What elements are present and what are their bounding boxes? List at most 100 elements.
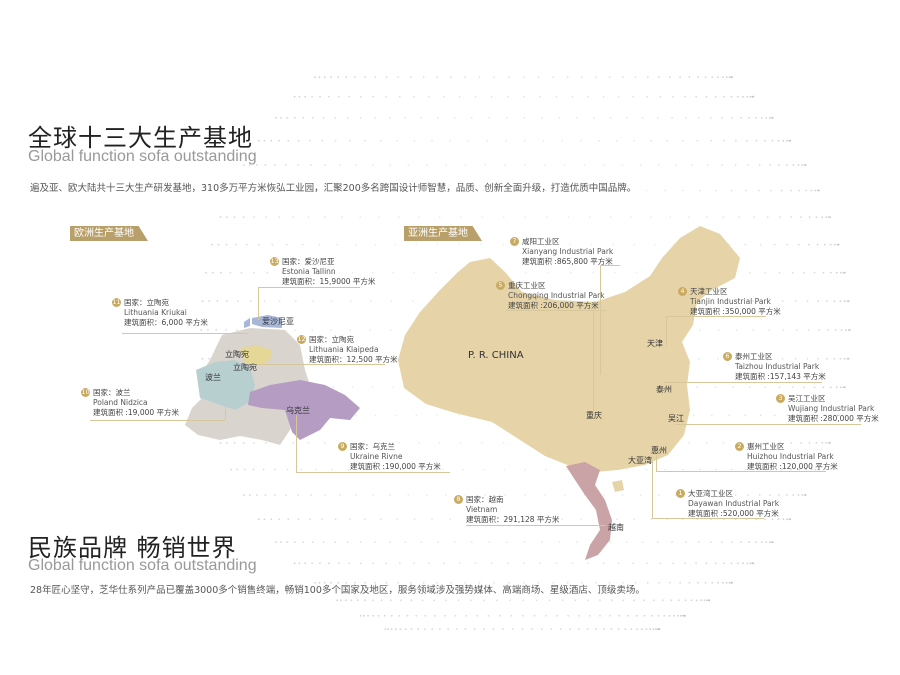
globe-dot [734,300,737,303]
globe-dot [789,518,792,521]
globe-dot [315,189,317,192]
globe-dot [571,95,574,98]
globe-dot [242,216,245,219]
globe-dot [682,189,684,192]
callout-title: 泰州工业区 [735,352,773,361]
globe-dot [810,189,813,192]
globe-dot [769,494,771,496]
globe-dot [398,95,401,98]
globe-dot [731,76,733,79]
globe-dot [684,614,686,617]
globe-dot [524,271,527,274]
globe-dot [510,614,513,617]
globe-dot [805,189,807,192]
globe-dot [805,468,807,471]
globe-dot [696,139,699,142]
globe-dot [537,581,540,584]
number-badge: 11 [112,298,121,307]
globe-dot [826,357,828,360]
globe-dot [505,117,508,119]
globe-dot [385,76,388,79]
globe-dot [523,562,525,565]
globe-dot [418,216,420,219]
globe-dot [610,628,613,630]
globe-dot [612,243,615,246]
callout-vietnam: 8 国家：越南 Vietnam 建筑面积：291,128 平方米 [454,495,559,525]
globe-dot [438,216,441,219]
globe-dot [374,76,377,79]
globe-dot [542,518,545,521]
globe-dot [555,562,558,565]
globe-dot [390,357,393,360]
globe-dot [681,139,684,142]
globe-dot [764,271,767,274]
globe-dot [348,95,351,98]
globe-dot [636,628,638,630]
globe-dot [808,243,810,246]
globe-dot [691,164,693,166]
globe-dot [436,581,438,584]
globe-dot [524,468,527,471]
globe-dot [804,494,807,496]
globe-dot [730,189,733,192]
globe-dot [781,357,784,360]
globe-dot [780,189,783,192]
globe-dot [588,614,591,617]
globe-dot [645,189,648,192]
globe-dot [311,329,314,331]
leader-line [258,287,360,288]
globe-dot [829,386,832,389]
globe-dot [426,494,428,496]
globe-dot [664,468,666,471]
globe-dot [387,628,389,630]
globe-dot [233,216,236,219]
globe-dot [389,164,392,166]
globe-dot [365,468,367,471]
globe-dot [262,189,265,192]
globe-dot [354,243,357,246]
globe-dot [364,599,366,602]
globe-dot [322,541,325,543]
globe-dot [384,628,387,630]
callout-name: Dayawan Industrial Park [688,499,780,508]
globe-dot [436,243,439,246]
section1-title: 全球十三大生产基地 [28,124,253,152]
globe-dot [569,628,571,630]
globe-dot [389,494,392,496]
globe-dot [349,139,351,142]
globe-dot [598,139,600,142]
number-badge: 12 [297,335,306,344]
globe-dot [504,164,506,166]
globe-dot [659,95,662,98]
globe-dot [323,76,326,79]
globe-dot [364,581,366,584]
globe-dot [566,76,569,79]
callout-name: Wujiang Industrial Park [788,404,875,413]
globe-dot [462,468,464,471]
leader-line [466,525,606,526]
callout-area: 建筑面积 :120,000 平方米 [747,462,838,471]
globe-dot [318,76,321,79]
globe-dot [658,581,661,584]
globe-dot [294,300,297,303]
globe-dot [688,442,690,444]
globe-dot [445,164,447,166]
globe-dot [569,243,571,246]
globe-dot [474,95,477,98]
globe-dot [818,329,820,331]
globe-dot [350,599,353,602]
globe-dot [639,494,642,496]
globe-dot [478,76,481,79]
globe-dot [595,76,597,79]
globe-dot [773,414,776,417]
globe-dot [837,243,840,246]
globe-dot [522,581,525,584]
globe-dot [581,581,583,584]
leader-line [664,382,822,383]
globe-dot [708,599,711,602]
globe-dot [650,518,652,521]
globe-dot [426,164,428,166]
globe-dot [215,329,218,331]
globe-dot [574,599,577,602]
globe-dot [312,300,314,303]
